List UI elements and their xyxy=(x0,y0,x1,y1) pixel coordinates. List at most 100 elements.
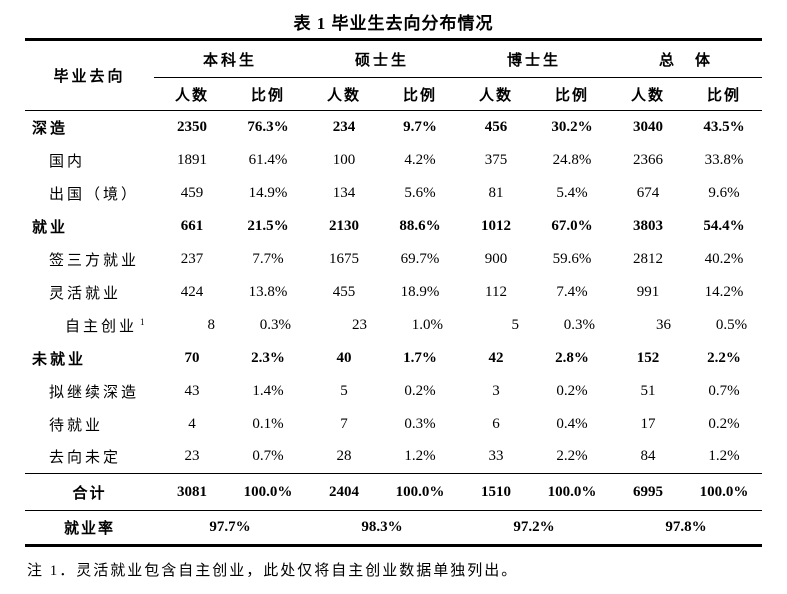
cell-value: 97.8% xyxy=(665,519,707,535)
cell-value: 23 xyxy=(352,316,368,333)
cell-value: 13.8% xyxy=(248,283,288,300)
cell-value: 98.3% xyxy=(361,519,403,535)
sub-header-ratio: 比例 xyxy=(534,77,611,111)
row-label: 就业 xyxy=(25,210,154,243)
row-label-text: 就业 xyxy=(32,219,69,236)
row-label-text: 国内 xyxy=(49,153,86,170)
table-footer: 合计 3081 100.0% 2404 100.0% 1510 100.0% 6… xyxy=(25,473,763,546)
table-row: 拟继续深造 43 1.4% 5 0.2% 3 0.2% 51 0.7% xyxy=(25,375,762,408)
cell-value: 59.6% xyxy=(552,250,592,267)
cell-value: 459 xyxy=(180,184,204,201)
cell-value: 33.8% xyxy=(704,151,744,168)
cell-value: 40.2% xyxy=(704,250,744,267)
cell-value: 2.8% xyxy=(555,349,589,366)
sub-header-count: 人数 xyxy=(458,77,535,111)
cell-value: 7.4% xyxy=(556,283,588,300)
cell-value: 2366 xyxy=(633,151,664,168)
cell-value: 61.4% xyxy=(248,151,288,168)
cell-value: 97.7% xyxy=(209,519,251,535)
cell-value: 43 xyxy=(184,382,200,399)
cell-value: 7.7% xyxy=(252,250,284,267)
cell-value: 0.7% xyxy=(708,382,740,399)
cell-value: 67.0% xyxy=(551,217,593,234)
group-header-overall: 总 体 xyxy=(610,39,763,78)
row-label-text: 深造 xyxy=(32,120,69,137)
cell-value: 51 xyxy=(640,382,656,399)
row-label: 签三方就业 xyxy=(25,243,154,276)
cell-value: 234 xyxy=(332,118,356,135)
cell-value: 24.8% xyxy=(552,151,592,168)
cell-value: 0.2% xyxy=(556,382,588,399)
cell-value: 0.2% xyxy=(708,415,740,432)
cell-value: 21.5% xyxy=(247,217,289,234)
cell-value: 100.0% xyxy=(686,473,763,511)
row-label: 就业率 xyxy=(63,521,115,537)
cell-value: 1510 xyxy=(458,473,535,511)
row-label-text: 去向未定 xyxy=(49,450,122,467)
cell-value: 4 xyxy=(188,415,196,432)
cell-value: 2812 xyxy=(633,250,664,267)
cell-value: 14.9% xyxy=(248,184,288,201)
row-label-text: 出国（境） xyxy=(49,186,140,203)
cell-value: 2404 xyxy=(306,473,383,511)
row-label: 拟继续深造 xyxy=(25,375,154,408)
table-row: 去向未定 23 0.7% 28 1.2% 33 2.2% 84 1.2% xyxy=(25,441,762,474)
cell-value: 0.3% xyxy=(404,415,436,432)
sub-header-row: 人数 比例 人数 比例 人数 比例 人数 比例 xyxy=(25,77,763,111)
footnote: 注 1．灵活就业包含自主创业，此处仅将自主创业数据单独列出。 xyxy=(27,563,519,579)
cell-value: 0.2% xyxy=(404,382,436,399)
cell-value: 2.2% xyxy=(707,349,741,366)
cell-value: 2.2% xyxy=(556,448,588,465)
row-label: 自主创业 1 xyxy=(25,309,154,342)
cell-value: 1012 xyxy=(481,217,512,234)
graduate-destination-table: 毕业去向 本科生 硕士生 博士生 总 体 人数 比例 人数 比例 人数 比例 人… xyxy=(25,38,763,547)
cell-value: 3 xyxy=(492,382,500,399)
sub-header-ratio: 比例 xyxy=(382,77,459,111)
group-header-doctor: 博士生 xyxy=(458,39,611,78)
table-row: 待就业 4 0.1% 7 0.3% 6 0.4% 17 0.2% xyxy=(25,408,762,441)
cell-value: 0.3% xyxy=(563,316,596,333)
table-row: 国内 1891 61.4% 100 4.2% 375 24.8% 2366 33.8% xyxy=(25,144,762,177)
table-row: 签三方就业 237 7.7% 1675 69.7% 900 59.6% 2812 40.2% xyxy=(25,243,762,276)
cell-value: 54.4% xyxy=(703,217,745,234)
cell-value: 4.2% xyxy=(404,151,436,168)
table-row: 自主创业 1 8 0.3% 23 1.0% 5 0.3% 36 0.5% xyxy=(25,309,762,342)
cell-value: 152 xyxy=(636,349,660,366)
cell-value: 9.7% xyxy=(403,118,437,135)
cell-value: 0.3% xyxy=(259,316,292,333)
cell-value: 28 xyxy=(336,448,352,465)
row-label: 未就业 xyxy=(25,342,154,375)
cell-value: 1675 xyxy=(329,250,360,267)
cell-value: 674 xyxy=(636,184,660,201)
table-row: 未就业 70 2.3% 40 1.7% 42 2.8% 152 2.2% xyxy=(25,342,762,375)
row-label-text: 未就业 xyxy=(32,351,87,368)
row-label-text: 待就业 xyxy=(49,417,104,434)
cell-value: 0.1% xyxy=(252,415,284,432)
cell-value: 84 xyxy=(640,448,656,465)
row-label: 去向未定 xyxy=(25,441,154,474)
cell-value: 3081 xyxy=(154,473,230,511)
cell-value: 0.4% xyxy=(556,415,588,432)
cell-value: 100.0% xyxy=(230,473,307,511)
cell-value: 661 xyxy=(180,217,204,234)
cell-value: 69.7% xyxy=(400,250,440,267)
row-label: 合计 xyxy=(25,473,154,511)
sub-header-count: 人数 xyxy=(610,77,687,111)
footnote-marker: 1 xyxy=(140,316,145,327)
cell-value: 0.7% xyxy=(252,448,284,465)
cell-value: 100.0% xyxy=(382,473,459,511)
table-body: 深造 2350 76.3% 234 9.7% 456 30.2% 3040 43.5% 国内 189… xyxy=(25,111,762,474)
cell-value: 43.5% xyxy=(703,118,745,135)
row-label: 深造 xyxy=(25,111,154,144)
cell-value: 900 xyxy=(484,250,508,267)
cell-value: 1.2% xyxy=(708,448,740,465)
cell-value: 3803 xyxy=(633,217,664,234)
cell-value: 14.2% xyxy=(704,283,744,300)
cell-value: 18.9% xyxy=(400,283,440,300)
cell-value: 237 xyxy=(180,250,204,267)
cell-value: 5 xyxy=(511,316,520,333)
cell-value: 9.6% xyxy=(708,184,740,201)
row-label: 待就业 xyxy=(25,408,154,441)
cell-value: 3040 xyxy=(633,118,664,135)
